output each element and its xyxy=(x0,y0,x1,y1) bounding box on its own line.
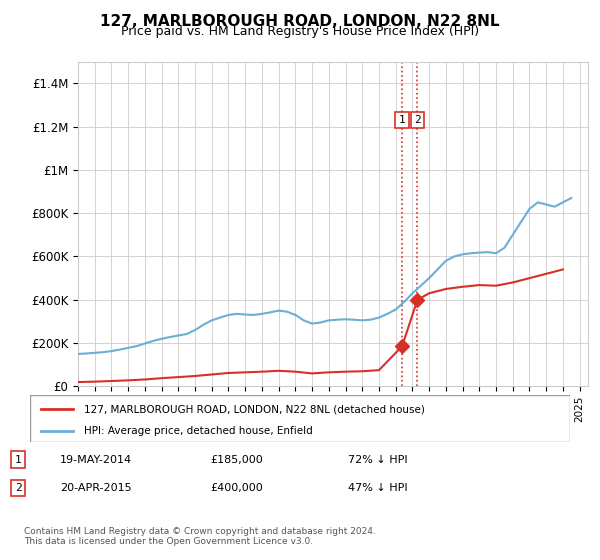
FancyBboxPatch shape xyxy=(30,395,570,442)
Text: 19-MAY-2014: 19-MAY-2014 xyxy=(60,455,132,465)
Text: 47% ↓ HPI: 47% ↓ HPI xyxy=(348,483,407,493)
Text: 1: 1 xyxy=(14,455,22,465)
Text: Contains HM Land Registry data © Crown copyright and database right 2024.
This d: Contains HM Land Registry data © Crown c… xyxy=(24,526,376,546)
Text: Price paid vs. HM Land Registry's House Price Index (HPI): Price paid vs. HM Land Registry's House … xyxy=(121,25,479,38)
Text: HPI: Average price, detached house, Enfield: HPI: Average price, detached house, Enfi… xyxy=(84,426,313,436)
Text: 72% ↓ HPI: 72% ↓ HPI xyxy=(348,455,407,465)
Text: 127, MARLBOROUGH ROAD, LONDON, N22 8NL: 127, MARLBOROUGH ROAD, LONDON, N22 8NL xyxy=(100,14,500,29)
Text: 1: 1 xyxy=(398,115,406,125)
Text: 2: 2 xyxy=(414,115,421,125)
Text: 2: 2 xyxy=(14,483,22,493)
Text: £185,000: £185,000 xyxy=(210,455,263,465)
Text: 127, MARLBOROUGH ROAD, LONDON, N22 8NL (detached house): 127, MARLBOROUGH ROAD, LONDON, N22 8NL (… xyxy=(84,404,425,414)
Text: 20-APR-2015: 20-APR-2015 xyxy=(60,483,131,493)
Text: £400,000: £400,000 xyxy=(210,483,263,493)
